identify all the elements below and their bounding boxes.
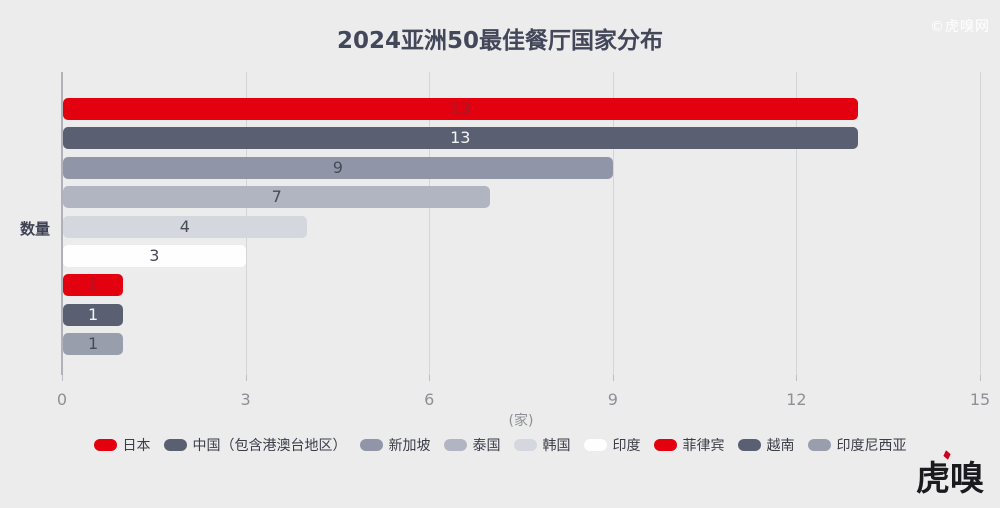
watermark: ©虎嗅网 — [930, 19, 990, 35]
gridline — [980, 72, 981, 375]
legend-item: 中国（包含港澳台地区） — [163, 435, 347, 455]
legend-item: 泰国 — [443, 435, 501, 455]
legend-label: 泰国 — [472, 438, 501, 454]
legend-swatch — [163, 439, 187, 451]
legend-item: 印度 — [583, 435, 641, 455]
bar — [63, 186, 491, 209]
legend-label: 菲律宾 — [682, 438, 725, 454]
axis-tick — [796, 375, 798, 381]
bar — [63, 274, 124, 297]
legend-swatch — [513, 439, 537, 451]
legend: 日本 中国（包含港澳台地区） 新加坡 泰国 韩国 印度 菲律宾 越南 印度尼西亚 — [0, 435, 1000, 455]
chart-title: 2024亚洲50最佳餐厅国家分布 — [336, 28, 664, 54]
legend-item: 韩国 — [513, 435, 571, 455]
legend-item: 新加坡 — [359, 435, 431, 455]
axis-tick-label: 3 — [240, 390, 251, 409]
legend-swatch — [807, 439, 831, 451]
bar — [63, 98, 858, 120]
axis-tick-label: 15 — [969, 390, 991, 409]
y-axis-title: 数量 — [20, 220, 51, 238]
legend-label: 中国（包含港澳台地区） — [192, 438, 347, 454]
bar — [63, 245, 246, 267]
axis-tick-label: 0 — [56, 390, 68, 409]
axis-tick — [62, 375, 63, 381]
axis-tick — [612, 375, 614, 381]
axis-tick-label: 9 — [607, 390, 618, 409]
x-axis-unit-label: (家) — [508, 413, 534, 429]
gridline — [62, 72, 63, 375]
bar — [63, 303, 124, 326]
legend-swatch — [93, 439, 117, 451]
bar — [63, 156, 613, 179]
axis-tick — [980, 375, 981, 381]
axis-tick — [429, 375, 431, 381]
bar — [63, 333, 124, 356]
legend-swatch — [653, 439, 677, 451]
bar — [63, 127, 858, 150]
legend-item: 日本 — [93, 435, 151, 455]
legend-item: 越南 — [737, 435, 795, 455]
legend-label: 新加坡 — [388, 438, 431, 454]
gridline — [612, 72, 614, 375]
legend-item: 菲律宾 — [653, 435, 725, 455]
legend-label: 韩国 — [542, 438, 571, 454]
legend-label: 印度尼西亚 — [836, 438, 907, 454]
legend-swatch — [583, 439, 607, 451]
axis-tick-label: 6 — [424, 390, 435, 409]
axis-tick-label: 12 — [786, 390, 807, 409]
y-axis-line — [61, 72, 63, 375]
bar — [63, 215, 307, 238]
legend-swatch — [443, 439, 467, 451]
legend-label: 越南 — [766, 438, 795, 454]
legend-label: 日本 — [122, 438, 151, 454]
gridline — [796, 72, 798, 375]
axis-tick — [245, 375, 247, 381]
legend-label: 印度 — [612, 438, 641, 454]
gridline — [429, 72, 431, 375]
huxiu-logo: 虎嗅 — [916, 458, 984, 499]
legend-swatch — [737, 439, 761, 451]
legend-swatch — [359, 439, 383, 451]
legend-item: 印度尼西亚 — [807, 435, 907, 455]
